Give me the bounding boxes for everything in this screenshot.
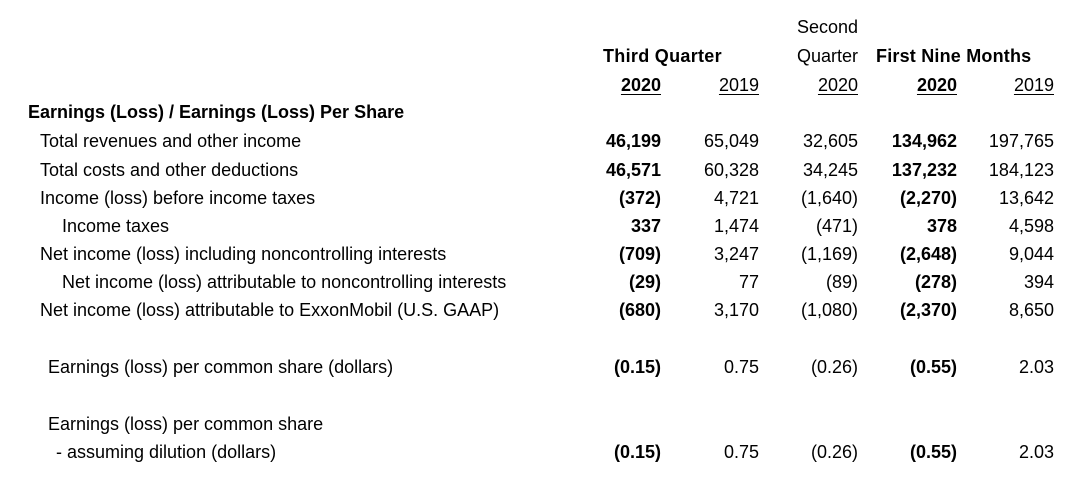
table-cell: 2.03 <box>1018 357 1054 377</box>
table-cell: 13,642 <box>998 188 1054 208</box>
table-cell: (0.55) <box>909 442 957 462</box>
table-cell: (709) <box>618 244 661 264</box>
table-cell: 137,232 <box>891 160 957 180</box>
table-cell: 184,123 <box>988 160 1054 180</box>
table-cell: 378 <box>926 216 957 236</box>
header-second-quarter-line1: Second <box>796 17 858 37</box>
table-cell: (278) <box>914 272 957 292</box>
table-cell: (89) <box>825 272 858 292</box>
table-cell: (2,270) <box>899 188 957 208</box>
row-label: Earnings (loss) per common share <box>48 414 324 434</box>
row-label: Net income (loss) attributable to ExxonM… <box>40 300 500 320</box>
row-label: Earnings (loss) per common share (dollar… <box>48 357 394 377</box>
row-label: Net income (loss) attributable to noncon… <box>62 272 507 292</box>
table-cell: 0.75 <box>723 357 759 377</box>
table-cell: 4,721 <box>713 188 759 208</box>
table-cell: 77 <box>738 272 759 292</box>
table-cell: (0.15) <box>613 357 661 377</box>
table-cell: (372) <box>618 188 661 208</box>
table-cell: 34,245 <box>802 160 858 180</box>
table-cell: 4,598 <box>1008 216 1054 236</box>
table-cell: 337 <box>630 216 661 236</box>
table-cell: (1,640) <box>800 188 858 208</box>
table-cell: 2.03 <box>1018 442 1054 462</box>
header-year: 2019 <box>1013 75 1054 95</box>
table-cell: (1,080) <box>800 300 858 320</box>
table-cell: (680) <box>618 300 661 320</box>
header-first-nine-months: First Nine Months <box>876 46 1032 66</box>
table-cell: 0.75 <box>723 442 759 462</box>
table-cell: 1,474 <box>713 216 759 236</box>
table-cell: 134,962 <box>891 131 957 151</box>
header-year: 2020 <box>620 75 661 95</box>
row-label: Total revenues and other income <box>40 131 302 151</box>
table-cell: 9,044 <box>1008 244 1054 264</box>
table-cell: 394 <box>1023 272 1054 292</box>
row-label: Net income (loss) including noncontrolli… <box>40 244 447 264</box>
table-cell: (0.26) <box>810 442 858 462</box>
table-cell: 32,605 <box>802 131 858 151</box>
table-cell: 8,650 <box>1008 300 1054 320</box>
table-cell: (0.26) <box>810 357 858 377</box>
table-cell: (471) <box>815 216 858 236</box>
table-cell: (1,169) <box>800 244 858 264</box>
table-cell: (0.15) <box>613 442 661 462</box>
header-year: 2020 <box>916 75 957 95</box>
table-cell: (0.55) <box>909 357 957 377</box>
header-second-quarter-line2: Quarter <box>796 46 858 66</box>
header-third-quarter: Third Quarter <box>603 46 722 66</box>
table-cell: 46,571 <box>605 160 661 180</box>
table-cell: 65,049 <box>703 131 759 151</box>
table-cell: 3,247 <box>713 244 759 264</box>
section-title: Earnings (Loss) / Earnings (Loss) Per Sh… <box>28 102 405 122</box>
table-cell: 46,199 <box>605 131 661 151</box>
table-cell: (29) <box>628 272 661 292</box>
row-label: Income taxes <box>62 216 170 236</box>
table-cell: 3,170 <box>713 300 759 320</box>
header-year: 2020 <box>817 75 858 95</box>
row-label: Income (loss) before income taxes <box>40 188 316 208</box>
row-label: - assuming dilution (dollars) <box>56 442 277 462</box>
table-cell: 197,765 <box>988 131 1054 151</box>
header-year: 2019 <box>718 75 759 95</box>
row-label: Total costs and other deductions <box>40 160 299 180</box>
table-cell: 60,328 <box>703 160 759 180</box>
table-cell: (2,648) <box>899 244 957 264</box>
table-cell: (2,370) <box>899 300 957 320</box>
